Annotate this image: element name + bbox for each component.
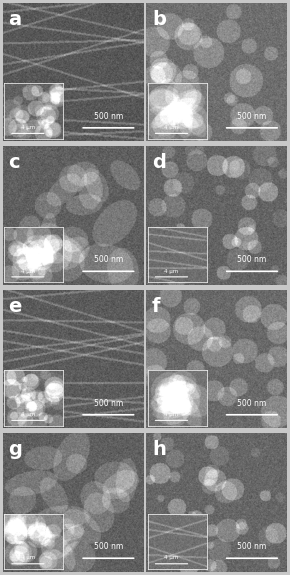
Text: b: b — [152, 10, 166, 29]
Text: d: d — [152, 154, 166, 172]
Text: e: e — [8, 297, 22, 316]
Text: 500 nm: 500 nm — [94, 399, 123, 408]
Text: 500 nm: 500 nm — [94, 112, 123, 121]
Text: a: a — [8, 10, 22, 29]
Text: c: c — [8, 154, 20, 172]
Text: 500 nm: 500 nm — [237, 112, 267, 121]
Text: 500 nm: 500 nm — [237, 542, 267, 551]
Text: 500 nm: 500 nm — [94, 542, 123, 551]
Text: f: f — [152, 297, 161, 316]
Text: g: g — [8, 440, 22, 459]
Text: 500 nm: 500 nm — [237, 255, 267, 264]
Text: h: h — [152, 440, 166, 459]
Text: 500 nm: 500 nm — [94, 255, 123, 264]
Text: 500 nm: 500 nm — [237, 399, 267, 408]
